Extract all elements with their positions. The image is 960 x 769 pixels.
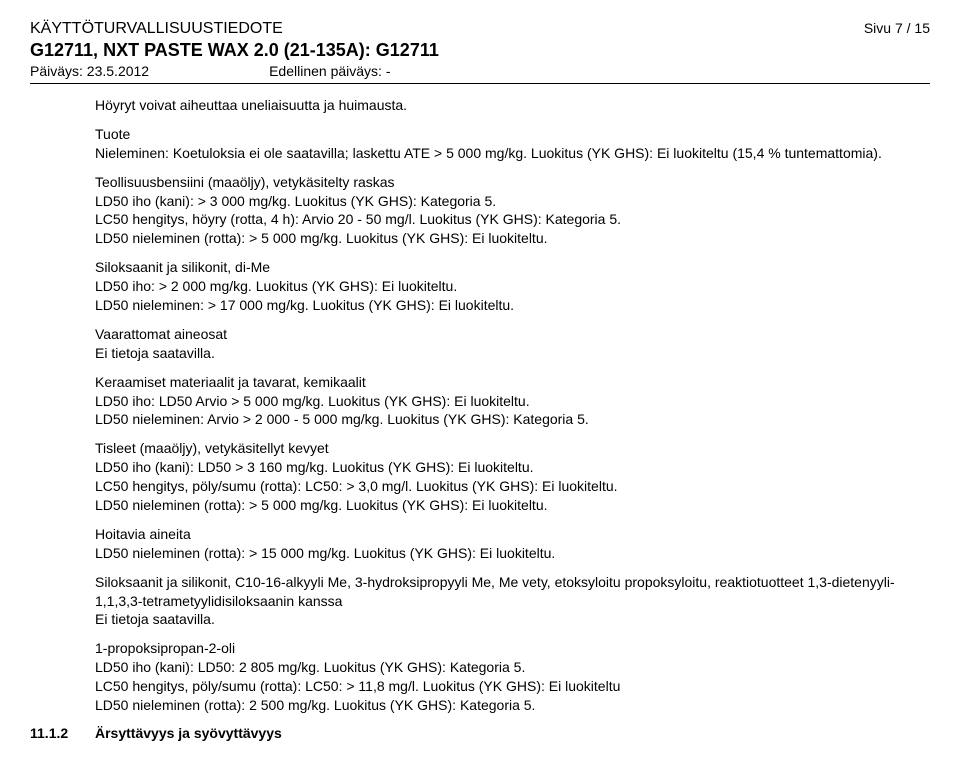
hoitivia-block: Hoitavia aineita LD50 nieleminen (rotta)… xyxy=(95,525,930,563)
propoksipropan-l1: LD50 iho (kani): LD50: 2 805 mg/kg. Luok… xyxy=(95,658,930,677)
siloksaanit-c10-block: Siloksaanit ja silikonit, C10-16-alkyyli… xyxy=(95,573,930,630)
vaarattomat-l1: Ei tietoja saatavilla. xyxy=(95,344,930,363)
siloksaanit-dime-l2: LD50 nieleminen: > 17 000 mg/kg. Luokitu… xyxy=(95,296,930,315)
teollisuus-l2: LC50 hengitys, höyry (rotta, 4 h): Arvio… xyxy=(95,210,930,229)
teollisuus-l1: LD50 iho (kani): > 3 000 mg/kg. Luokitus… xyxy=(95,192,930,211)
propoksipropan-block: 1-propoksipropan-2-oli LD50 iho (kani): … xyxy=(95,639,930,715)
siloksaanit-dime-l1: LD50 iho: > 2 000 mg/kg. Luokitus (YK GH… xyxy=(95,277,930,296)
tisleet-title: Tisleet (maaöljy), vetykäsitellyt kevyet xyxy=(95,439,930,458)
keraamiset-l2: LD50 nieleminen: Arvio > 2 000 - 5 000 m… xyxy=(95,410,930,429)
tisleet-l2: LC50 hengitys, pöly/sumu (rotta): LC50: … xyxy=(95,477,930,496)
tisleet-l3: LD50 nieleminen (rotta): > 5 000 mg/kg. … xyxy=(95,496,930,515)
tisleet-l1: LD50 iho (kani): LD50 > 3 160 mg/kg. Luo… xyxy=(95,458,930,477)
vaarattomat-block: Vaarattomat aineosat Ei tietoja saatavil… xyxy=(95,325,930,363)
teollisuus-title: Teollisuusbensiini (maaöljy), vetykäsite… xyxy=(95,173,930,192)
header-left: KÄYTTÖTURVALLISUUSTIEDOTE G12711, NXT PA… xyxy=(30,20,864,79)
keraamiset-title: Keraamiset materiaalit ja tavarat, kemik… xyxy=(95,373,930,392)
propoksipropan-l2: LC50 hengitys, pöly/sumu (rotta): LC50: … xyxy=(95,677,930,696)
keraamiset-block: Keraamiset materiaalit ja tavarat, kemik… xyxy=(95,373,930,430)
page-number: Sivu 7 / 15 xyxy=(864,20,930,36)
intro-line: Höyryt voivat aiheuttaa uneliaisuutta ja… xyxy=(95,96,930,115)
tuote-title: Tuote xyxy=(95,125,930,144)
doc-type: KÄYTTÖTURVALLISUUSTIEDOTE xyxy=(30,20,864,38)
siloksaanit-c10-l1: Ei tietoja saatavilla. xyxy=(95,610,930,629)
date-label: Päiväys: 23.5.2012 xyxy=(30,63,149,79)
teollisuus-l3: LD50 nieleminen (rotta): > 5 000 mg/kg. … xyxy=(95,229,930,248)
section-title: Ärsyttävyys ja syövyttävyys xyxy=(95,725,282,741)
propoksipropan-title: 1-propoksipropan-2-oli xyxy=(95,639,930,658)
keraamiset-l1: LD50 iho: LD50 Arvio > 5 000 mg/kg. Luok… xyxy=(95,392,930,411)
product-code: G12711, NXT PASTE WAX 2.0 (21-135A): G12… xyxy=(30,40,864,61)
tuote-line: Nieleminen: Koetuloksia ei ole saatavill… xyxy=(95,144,930,163)
document-header: KÄYTTÖTURVALLISUUSTIEDOTE G12711, NXT PA… xyxy=(30,20,930,79)
section-number: 11.1.2 xyxy=(30,725,95,741)
siloksaanit-dime-title: Siloksaanit ja silikonit, di-Me xyxy=(95,258,930,277)
hoitivia-title: Hoitavia aineita xyxy=(95,525,930,544)
content: Höyryt voivat aiheuttaa uneliaisuutta ja… xyxy=(95,96,930,715)
propoksipropan-l3: LD50 nieleminen (rotta): 2 500 mg/kg. Lu… xyxy=(95,696,930,715)
prev-date-label: Edellinen päiväys: - xyxy=(269,63,390,79)
header-rule xyxy=(30,83,930,84)
siloksaanit-dime-block: Siloksaanit ja silikonit, di-Me LD50 iho… xyxy=(95,258,930,315)
siloksaanit-c10-title: Siloksaanit ja silikonit, C10-16-alkyyli… xyxy=(95,573,930,611)
teollisuus-block: Teollisuusbensiini (maaöljy), vetykäsite… xyxy=(95,173,930,249)
section-row: 11.1.2 Ärsyttävyys ja syövyttävyys xyxy=(30,725,930,741)
tuote-block: Tuote Nieleminen: Koetuloksia ei ole saa… xyxy=(95,125,930,163)
date-row: Päiväys: 23.5.2012 Edellinen päiväys: - xyxy=(30,63,864,79)
hoitivia-l1: LD50 nieleminen (rotta): > 15 000 mg/kg.… xyxy=(95,544,930,563)
tisleet-block: Tisleet (maaöljy), vetykäsitellyt kevyet… xyxy=(95,439,930,515)
intro-block: Höyryt voivat aiheuttaa uneliaisuutta ja… xyxy=(95,96,930,115)
vaarattomat-title: Vaarattomat aineosat xyxy=(95,325,930,344)
